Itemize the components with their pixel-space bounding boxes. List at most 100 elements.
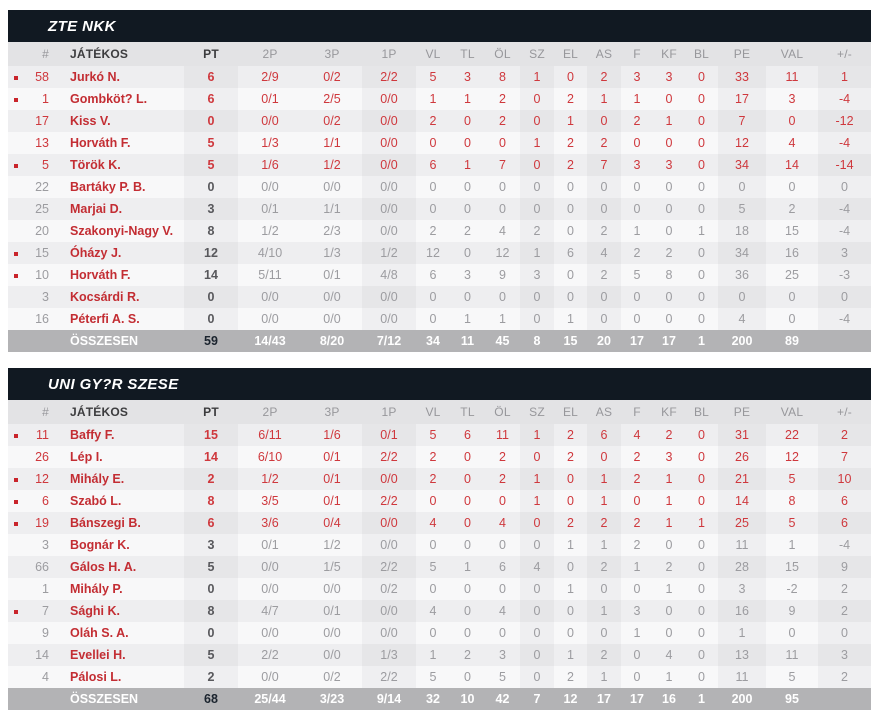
stat-cell: 0/0 (362, 176, 416, 198)
stat-cell: 1 (685, 220, 718, 242)
stat-cell: 0 (554, 286, 587, 308)
player-row: 25 Marjai D. 3 0/1 1/1 0/0 0 0 0 0 0 0 0 0 0 5 2 -4 (8, 198, 871, 220)
column-header: 1P (362, 42, 416, 66)
team-section: UNI GY?R SZESE # JÁTÉKOS PT 2P 3P 1P VL TL ÖL SZ EL… (8, 368, 871, 710)
stat-cell: 6/11 (238, 424, 302, 446)
player-row: 4 Pálosi L. 2 0/0 0/2 2/2 5 0 5 0 2 1 0 1 0 11 5 2 (8, 666, 871, 688)
stat-cell: 3 (818, 242, 871, 264)
stat-cell: 2 (485, 468, 520, 490)
player-number: 1 (24, 578, 56, 600)
stat-cell: 2/3 (302, 220, 362, 242)
stat-cell: 0/1 (238, 198, 302, 220)
stat-cell: 0 (685, 176, 718, 198)
stat-cell: 0 (520, 600, 554, 622)
stat-cell: 0 (685, 66, 718, 88)
player-name: Mihály P. (56, 578, 184, 600)
stat-cell: 0 (587, 176, 621, 198)
column-header: 3P (302, 400, 362, 424)
stat-cell: 17 (718, 88, 766, 110)
stat-cell: 8 (184, 220, 238, 242)
stat-cell: 1 (520, 468, 554, 490)
stat-cell: 33 (718, 66, 766, 88)
column-header: # (24, 42, 56, 66)
totals-cell: 200 (718, 330, 766, 352)
stat-cell: 1 (766, 534, 818, 556)
starter-dot-cell (8, 176, 24, 198)
stat-cell: -4 (818, 132, 871, 154)
stat-cell: 1 (621, 88, 653, 110)
stat-cell: 1 (554, 534, 587, 556)
stat-cell: 7 (718, 110, 766, 132)
stat-cell: 5 (416, 556, 450, 578)
stat-cell: 2 (818, 578, 871, 600)
stat-cell: 0/0 (302, 578, 362, 600)
stat-cell: 1 (653, 110, 685, 132)
stat-cell: 0 (450, 578, 485, 600)
stat-cell: 2 (621, 446, 653, 468)
stat-cell: 4/10 (238, 242, 302, 264)
player-number: 6 (24, 490, 56, 512)
stat-cell: 0 (485, 534, 520, 556)
totals-cell: 89 (766, 330, 818, 352)
tables-root: ZTE NKK # JÁTÉKOS PT 2P 3P 1P VL TL ÖL SZ EL AS F KF BL… (8, 10, 871, 710)
player-name: Szabó L. (56, 490, 184, 512)
totals-cell: 10 (450, 688, 485, 710)
stat-cell: -4 (818, 220, 871, 242)
totals-cell: 1 (685, 688, 718, 710)
stat-cell: 4 (416, 512, 450, 534)
player-number: 15 (24, 242, 56, 264)
stat-cell: 14 (718, 490, 766, 512)
stat-cell: 0/0 (302, 308, 362, 330)
stat-cell: 2 (554, 132, 587, 154)
player-number: 11 (24, 424, 56, 446)
stat-cell: 0 (416, 132, 450, 154)
stat-cell: 0/0 (302, 622, 362, 644)
player-row: 1 Mihály P. 0 0/0 0/0 0/2 0 0 0 0 1 0 0 1 0 3 -2 2 (8, 578, 871, 600)
stat-cell: 5 (184, 644, 238, 666)
stat-cell: 2/2 (238, 644, 302, 666)
player-number: 10 (24, 264, 56, 286)
stat-cell: 0 (450, 490, 485, 512)
totals-cell: 25/44 (238, 688, 302, 710)
stat-cell: 0/0 (362, 88, 416, 110)
stat-cell: 2/2 (362, 490, 416, 512)
stat-cell: 0/0 (238, 176, 302, 198)
stat-cell: 0/1 (302, 468, 362, 490)
stat-cell: 21 (718, 468, 766, 490)
starter-dot-icon (14, 433, 18, 438)
stat-cell: 2/9 (238, 66, 302, 88)
stat-cell: 6 (554, 242, 587, 264)
stat-cell: 0 (685, 264, 718, 286)
stat-cell: 9 (485, 264, 520, 286)
column-header: 2P (238, 400, 302, 424)
stat-cell: 3 (450, 264, 485, 286)
stat-cell: 16 (718, 600, 766, 622)
stat-cell: 1/3 (362, 644, 416, 666)
stat-cell: 0 (685, 286, 718, 308)
stat-cell: 0 (653, 534, 685, 556)
column-header: 3P (302, 42, 362, 66)
player-row: 6 Szabó L. 8 3/5 0/1 2/2 0 0 0 1 0 1 0 1 0 14 8 6 (8, 490, 871, 512)
stat-cell: 6 (818, 490, 871, 512)
stat-cell: 0 (685, 644, 718, 666)
stat-cell: 0 (485, 198, 520, 220)
player-name: Bánszegi B. (56, 512, 184, 534)
player-row: 16 Péterfi A. S. 0 0/0 0/0 0/0 0 1 1 0 1 0 0 0 0 4 0 -4 (8, 308, 871, 330)
starter-dot-cell (8, 264, 24, 286)
column-header: TL (450, 400, 485, 424)
stat-cell: 0 (685, 490, 718, 512)
stat-cell: 0 (685, 556, 718, 578)
player-name: Mihály E. (56, 468, 184, 490)
stat-cell: 11 (718, 534, 766, 556)
stat-cell: 0/0 (238, 308, 302, 330)
team-header-band: ZTE NKK (8, 10, 871, 42)
stat-cell: 0/2 (302, 666, 362, 688)
column-header: KF (653, 400, 685, 424)
stat-cell: 8 (184, 600, 238, 622)
totals-cell: 12 (554, 688, 587, 710)
player-row: 10 Horváth F. 14 5/11 0/1 4/8 6 3 9 3 0 2 5 8 0 36 25 -3 (8, 264, 871, 286)
column-header-row: # JÁTÉKOS PT 2P 3P 1P VL TL ÖL SZ EL AS F KF BL PE VAL +/… (8, 42, 871, 66)
stat-cell: 2 (587, 220, 621, 242)
column-header: KF (653, 42, 685, 66)
totals-cell: 34 (416, 330, 450, 352)
